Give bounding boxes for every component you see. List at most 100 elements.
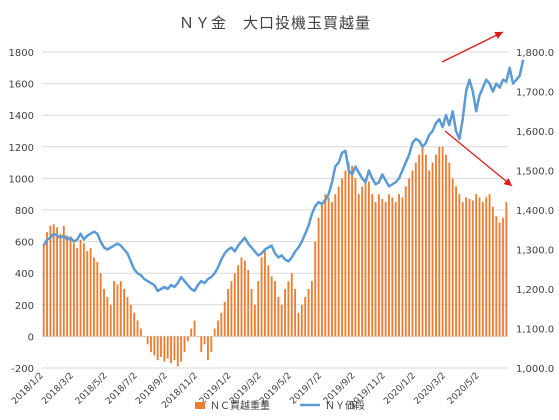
legend-line-label: ＮＹ価段 <box>325 399 365 412</box>
bar <box>126 296 129 337</box>
bar <box>381 198 384 337</box>
bar <box>156 336 159 361</box>
bar <box>163 336 166 362</box>
bar <box>337 186 340 337</box>
bar <box>364 178 367 337</box>
bar <box>441 146 444 337</box>
bar <box>119 281 122 337</box>
bar <box>294 289 297 337</box>
x-tick-label: 2020/3/2 <box>412 371 448 407</box>
bar <box>280 304 283 337</box>
bar <box>341 178 343 337</box>
bar <box>321 202 323 337</box>
bar <box>116 284 119 337</box>
bar <box>220 312 223 337</box>
bar <box>307 289 310 337</box>
bar <box>491 206 494 337</box>
bar <box>431 162 434 337</box>
bar <box>59 233 62 337</box>
bar <box>76 247 79 337</box>
right-axis: 1,800.0 1,700.0 1,600.0 1,500.0 1,400.0 1,300… <box>516 48 554 375</box>
bar <box>166 336 169 359</box>
bar <box>56 227 59 337</box>
bar <box>388 194 390 337</box>
bar <box>170 336 172 364</box>
bar <box>401 197 404 337</box>
bar <box>277 296 280 337</box>
bar <box>103 289 105 337</box>
bar <box>99 273 102 337</box>
left-axis: 1800 1600 1400 1200 1000 800 600 400 200 0 -200 <box>9 48 34 375</box>
line-series <box>42 59 525 293</box>
bar <box>270 276 273 337</box>
bar <box>418 154 421 337</box>
bar <box>113 281 116 337</box>
bar <box>203 336 206 345</box>
bar <box>237 265 240 337</box>
bar <box>300 304 303 337</box>
bar <box>93 257 95 337</box>
bar <box>314 241 317 337</box>
bar <box>428 170 431 337</box>
bar <box>207 336 209 361</box>
bar <box>109 304 112 337</box>
bar <box>327 197 330 337</box>
left-tick-label: 1600 <box>9 80 34 91</box>
annotation-arrows <box>441 31 513 187</box>
bar <box>351 165 354 337</box>
bar <box>190 328 193 337</box>
bar <box>498 222 501 337</box>
bar <box>455 186 457 337</box>
right-tick-label: 1,400.0 <box>516 206 554 217</box>
bar <box>150 336 152 353</box>
bar <box>264 249 266 337</box>
bar <box>253 304 256 337</box>
right-tick-label: 1,100.0 <box>516 325 554 336</box>
bar <box>46 232 48 337</box>
bar <box>42 244 45 337</box>
bar <box>448 162 451 337</box>
bar <box>438 146 441 337</box>
bar <box>290 273 293 337</box>
bar <box>86 251 89 337</box>
left-tick-label: 0 <box>28 332 34 343</box>
bar <box>461 202 464 337</box>
bar <box>481 202 484 337</box>
bar <box>96 262 99 337</box>
bar <box>297 312 300 337</box>
bar <box>458 194 461 337</box>
bar <box>347 162 350 337</box>
bar <box>79 240 82 337</box>
bar <box>408 178 411 337</box>
bar <box>260 257 263 337</box>
bar <box>488 194 491 337</box>
bar <box>394 202 397 337</box>
bar <box>468 198 471 337</box>
x-tick-label: 2018/3/2 <box>40 371 76 407</box>
bar <box>404 186 407 337</box>
bar <box>143 336 146 337</box>
bar <box>371 194 374 337</box>
bar <box>217 320 219 337</box>
left-tick-label: -200 <box>11 364 34 375</box>
legend-bar-swatch <box>195 402 205 409</box>
bar <box>52 224 55 337</box>
bar <box>495 216 498 337</box>
bar <box>361 186 364 337</box>
bar <box>129 304 132 337</box>
right-tick-label: 1,800.0 <box>516 48 554 59</box>
bar <box>331 202 333 337</box>
bar <box>465 197 468 337</box>
bar <box>243 260 246 337</box>
x-tick-label: 2020/5/2 <box>446 371 482 407</box>
bar <box>223 301 226 337</box>
bar <box>233 273 236 337</box>
bar <box>287 281 290 337</box>
left-tick-label: 200 <box>15 301 34 312</box>
bar <box>267 265 270 337</box>
left-tick-label: 1800 <box>9 48 34 59</box>
bar <box>304 296 307 337</box>
bar <box>310 281 313 337</box>
bar <box>133 312 136 337</box>
